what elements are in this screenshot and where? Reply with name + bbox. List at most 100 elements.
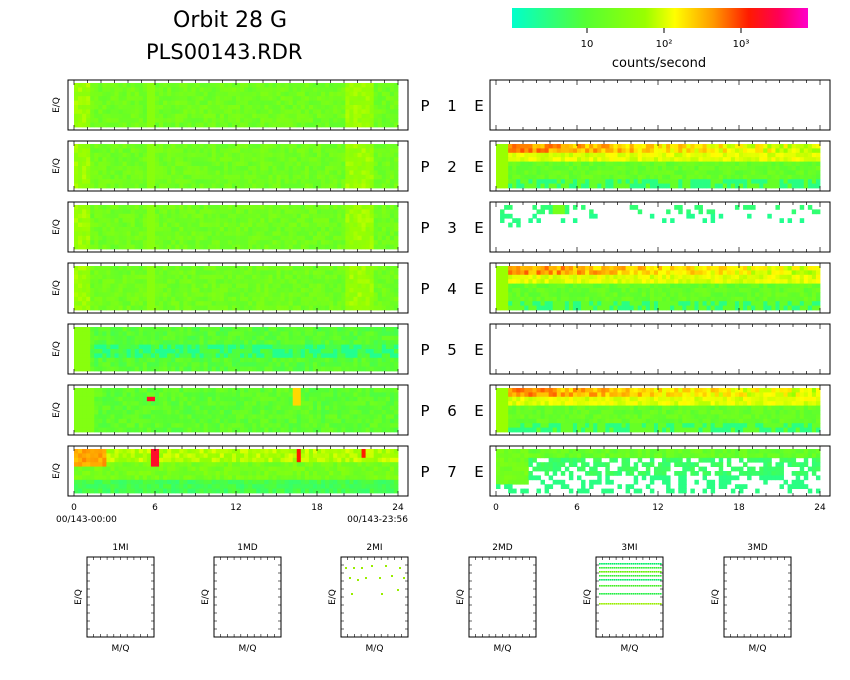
heat-cell — [743, 161, 748, 167]
heat-cell — [300, 240, 306, 245]
heat-cell — [150, 122, 156, 128]
heat-cell — [365, 122, 371, 128]
heat-cell — [78, 183, 83, 189]
heat-cell — [393, 118, 399, 123]
heat-cell — [560, 170, 566, 176]
heat-cell — [321, 100, 326, 106]
heat-cell — [292, 235, 298, 241]
heat-cell — [264, 87, 269, 93]
heat-cell — [155, 227, 160, 232]
heat-cell — [353, 279, 358, 284]
heat-cell — [150, 118, 156, 123]
heat-cell — [138, 100, 144, 106]
heat-cell — [718, 296, 724, 302]
heat-cell — [524, 292, 529, 298]
heat-cell — [528, 305, 533, 311]
heat-cell — [187, 83, 192, 88]
heat-cell — [811, 301, 817, 306]
heat-cell — [110, 222, 115, 228]
heat-cell — [102, 301, 107, 306]
heat-cell — [702, 183, 707, 189]
heat-cell — [312, 279, 318, 284]
heat-cell — [373, 105, 379, 110]
heat-cell — [658, 270, 663, 276]
heat-cell — [171, 266, 176, 271]
heat-cell — [292, 105, 298, 110]
heat-cell — [337, 166, 342, 171]
heat-cell — [98, 83, 103, 88]
heat-cell — [94, 274, 99, 280]
heat-cell — [658, 179, 663, 184]
heat-cell — [759, 157, 764, 162]
heat-cell — [560, 270, 566, 276]
heat-cell — [718, 179, 724, 184]
heat-cell — [312, 270, 318, 276]
heat-cell — [734, 179, 740, 184]
heat-cell — [658, 170, 663, 176]
heat-cell — [734, 305, 740, 311]
heat-cell — [653, 152, 659, 158]
heat-cell — [329, 183, 334, 189]
heat-cell — [244, 148, 249, 154]
heat-cell — [718, 157, 724, 162]
heat-cell — [134, 83, 140, 88]
heat-cell — [175, 274, 180, 280]
heat-cell — [803, 157, 809, 162]
heat-cell — [106, 227, 111, 232]
heat-cell — [248, 235, 253, 241]
heat-cell — [231, 105, 237, 110]
heat-cell — [361, 231, 366, 237]
heat-cell — [572, 183, 578, 189]
heat-cell — [300, 218, 306, 223]
heat-cell — [78, 96, 83, 101]
heat-cell — [292, 274, 298, 280]
heat-cell — [138, 144, 144, 149]
heat-cell — [276, 83, 281, 88]
heat-cell — [556, 161, 562, 167]
heat-cell — [325, 301, 330, 306]
heat-cell — [195, 235, 200, 241]
heat-cell — [199, 288, 204, 293]
heat-cell — [102, 166, 107, 171]
heat-cell — [321, 174, 326, 180]
heat-cell — [244, 96, 249, 101]
heat-cell — [122, 213, 128, 219]
heat-cell — [369, 166, 375, 171]
heat-cell — [393, 100, 399, 106]
heat-cell — [577, 288, 582, 293]
heat-cell — [74, 301, 79, 306]
heat-cell — [236, 213, 241, 219]
heat-cell — [296, 222, 302, 228]
e-panel-frame — [489, 140, 831, 192]
heat-cell — [106, 179, 111, 184]
heat-cell — [771, 301, 776, 306]
heat-cell — [674, 144, 679, 149]
heat-cell — [276, 166, 281, 171]
heat-cell — [236, 227, 241, 232]
heat-cell — [694, 174, 699, 180]
heat-cell — [702, 266, 707, 271]
heat-cell — [203, 205, 209, 210]
heat-cell — [496, 166, 501, 171]
heat-cell — [528, 148, 533, 154]
heat-cell — [252, 292, 257, 298]
heat-cell — [264, 270, 269, 276]
heat-cell — [369, 283, 375, 289]
heat-cell — [739, 144, 744, 149]
heat-cell — [568, 170, 574, 176]
heat-cell — [815, 296, 821, 302]
heat-cell — [219, 283, 225, 289]
heat-cell — [276, 327, 281, 332]
heat-cell — [726, 266, 732, 271]
heat-cell — [122, 87, 128, 93]
heat-cell — [572, 266, 578, 271]
heat-cell — [223, 96, 229, 101]
heat-cell — [393, 205, 399, 210]
heat-cell — [171, 227, 176, 232]
heat-cell — [183, 113, 188, 119]
heat-cell — [385, 152, 391, 158]
heat-cell — [361, 235, 366, 241]
heat-cell — [552, 301, 558, 306]
heat-cell — [694, 144, 699, 149]
heat-cell — [236, 87, 241, 93]
